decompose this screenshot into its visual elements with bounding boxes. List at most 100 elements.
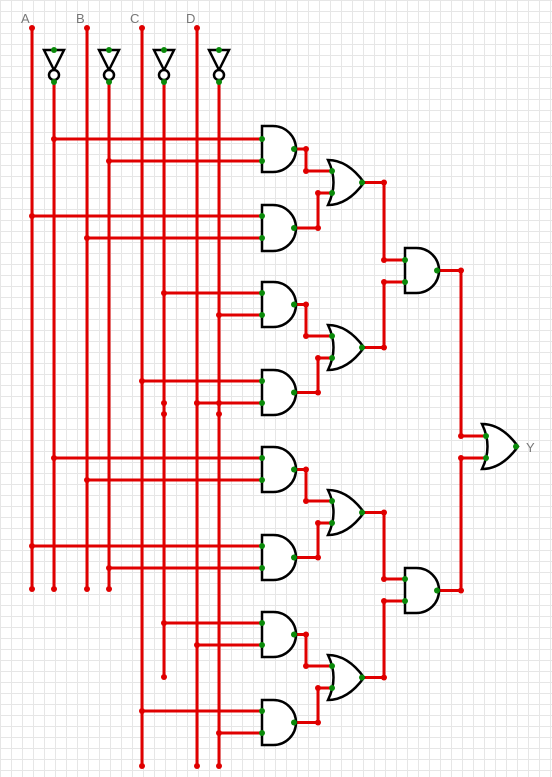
and-gate[interactable]	[260, 445, 298, 494]
and-gate-output-pin	[291, 466, 297, 473]
wire-junction	[458, 587, 464, 594]
wire-junction	[161, 400, 167, 406]
and-gate-input-pin	[259, 455, 265, 461]
output-pin	[513, 443, 519, 450]
wire-junction	[303, 333, 309, 339]
line-end	[51, 586, 57, 592]
and-gate[interactable]	[260, 610, 298, 659]
and-gate[interactable]	[260, 698, 298, 747]
wire-junction	[315, 190, 321, 196]
wire-junction	[194, 642, 200, 648]
wire-junction	[303, 168, 309, 174]
not-gate-input-pin	[106, 47, 112, 53]
wire-junction	[458, 267, 464, 274]
and-gate-output-pin	[291, 146, 297, 152]
wire-junction	[84, 235, 90, 241]
wire-junction	[303, 663, 309, 669]
and-gate[interactable]	[260, 280, 298, 329]
and-gate[interactable]	[260, 124, 298, 174]
input-terminal	[29, 25, 35, 31]
line-end	[139, 763, 145, 769]
and-gate-input-pin	[259, 235, 265, 241]
input-terminal	[84, 25, 90, 31]
wire-junction	[315, 389, 321, 396]
wire-junction	[51, 455, 57, 461]
not-gate-bubble	[102, 68, 116, 82]
wire-junction	[29, 213, 35, 219]
wire-junction	[216, 411, 222, 417]
and-to-or-wire	[294, 686, 333, 724]
and-gate-output-pin	[434, 267, 440, 274]
wire-junction	[161, 411, 167, 417]
wire-junction	[458, 455, 464, 461]
and-gate-input-pin	[259, 543, 265, 549]
input-a-label: A	[21, 11, 30, 26]
and-gate-input-pin	[402, 257, 408, 263]
and-gate-output-pin	[291, 389, 297, 396]
and-to-or-wire	[294, 521, 333, 559]
or-to-and-wire	[362, 280, 407, 349]
not-gate-bubble	[212, 68, 226, 82]
wire-junction	[303, 498, 309, 504]
and-gate-input-pin	[259, 642, 265, 648]
and-gate-input-pin	[402, 576, 408, 582]
wire-junction	[303, 466, 309, 473]
or-gate-output-pin	[359, 179, 365, 186]
line-end	[216, 763, 222, 769]
and-gate[interactable]	[260, 368, 298, 417]
not-gate-output-pin	[216, 79, 222, 85]
wire-junction	[106, 565, 112, 571]
gate-layer	[41, 48, 520, 747]
and-gate[interactable]	[260, 203, 298, 253]
and-gate-level3[interactable]	[403, 246, 441, 295]
and-gate-output-pin	[291, 225, 297, 231]
or-gate-output-pin	[359, 344, 365, 351]
wire-junction	[51, 136, 57, 142]
or-gate-input-pin	[329, 498, 335, 504]
or-gate-input-pin	[329, 685, 335, 691]
input-terminal	[194, 25, 200, 31]
wire-junction	[315, 520, 321, 526]
and-gate-input-pin	[259, 158, 265, 164]
and-to-or-wire	[294, 356, 333, 394]
wire-junction	[303, 146, 309, 152]
input-terminal	[139, 25, 145, 31]
or-gate[interactable]	[325, 158, 366, 207]
wire-junction	[84, 477, 90, 483]
or-to-and-wire	[362, 181, 407, 262]
wire-junction	[161, 290, 167, 296]
wire-junction	[381, 344, 387, 351]
wire-junction	[458, 433, 464, 439]
and-to-or-wire	[294, 191, 333, 230]
or-gate[interactable]	[325, 488, 366, 537]
or-to-and-wire	[362, 599, 407, 679]
and-gate-output-pin	[291, 301, 297, 308]
wire-junction	[315, 685, 321, 691]
wire-junction	[29, 543, 35, 549]
line-end	[106, 586, 112, 592]
and-gate[interactable]	[260, 533, 298, 582]
and-gate-input-pin	[259, 708, 265, 714]
or-gate[interactable]	[325, 323, 366, 372]
to-final-or-wire	[437, 269, 487, 438]
not-gate-input-pin	[216, 47, 222, 53]
line-end	[29, 586, 35, 592]
wire-junction	[381, 257, 387, 263]
output-y-label: Y	[526, 440, 535, 455]
not-gate-input-pin	[51, 47, 57, 53]
and-gate-input-pin	[259, 213, 265, 219]
and-gate-input-pin	[402, 279, 408, 285]
and-gate-input-pin	[259, 378, 265, 384]
or-gate-output-pin	[359, 674, 365, 681]
input-d-label: D	[186, 11, 195, 26]
connection-dot-layer	[29, 25, 519, 769]
and-to-or-wire	[294, 303, 333, 338]
or-gate-input-pin	[329, 520, 335, 526]
final-or-gate[interactable]	[479, 422, 520, 471]
and-to-or-wire	[294, 468, 333, 503]
or-gate[interactable]	[325, 653, 366, 702]
and-gate-level3[interactable]	[403, 566, 441, 615]
wire-junction	[139, 708, 145, 714]
wire-junction	[315, 719, 321, 726]
